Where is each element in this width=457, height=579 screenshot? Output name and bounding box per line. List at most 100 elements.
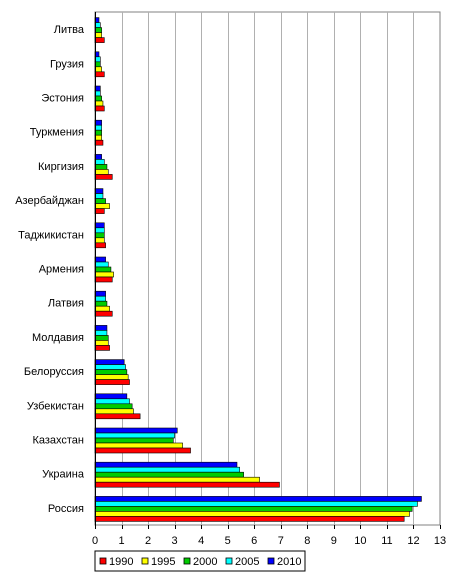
bar-2010	[94, 325, 108, 331]
category-label: Азербайджан	[15, 195, 84, 207]
bar-2005	[94, 364, 126, 370]
category-label: Армения	[39, 264, 84, 276]
bar-1990	[94, 516, 405, 522]
bar-1990	[94, 481, 280, 488]
x-tick-label: 8	[304, 535, 310, 547]
bar-1995	[94, 237, 105, 244]
bar-2005	[94, 330, 108, 336]
x-tick-label: 11	[381, 535, 392, 547]
bar-1995	[94, 340, 109, 346]
bar-2005	[94, 432, 175, 439]
x-tick-label: 13	[434, 535, 446, 547]
category-label: Молдавия	[32, 332, 84, 344]
legend-label-2000: 2000	[193, 556, 217, 568]
category-label: Литва	[54, 24, 85, 36]
bar-2010	[94, 290, 106, 297]
bar-2000	[94, 164, 108, 170]
bar-2000	[94, 266, 112, 273]
x-tick-label: 4	[198, 535, 204, 547]
category-labels: Литва Грузия Эстония Туркмения Киргизия Азерб…	[15, 24, 85, 515]
bar-1995	[94, 271, 114, 278]
category-label: Таджикистан	[18, 229, 84, 241]
bar-2005	[94, 466, 240, 473]
bar-1995	[94, 476, 260, 483]
x-tick-label: 1	[118, 535, 124, 547]
bar-1995	[94, 374, 129, 380]
bar-2005	[94, 193, 104, 199]
bar-1990	[94, 37, 105, 43]
bar-2005	[94, 261, 109, 268]
category-label: Украина	[42, 469, 85, 481]
x-tick-label: 6	[251, 535, 257, 547]
bar-2000	[94, 300, 108, 307]
legend-swatch-2005	[225, 557, 233, 565]
bar-1995	[94, 203, 110, 209]
x-tick-label: 3	[172, 535, 178, 547]
category-label: Латвия	[48, 298, 84, 310]
bar-2000	[94, 232, 105, 239]
bar-2010	[94, 427, 178, 434]
category-label: Киргизия	[38, 161, 84, 173]
bar-1995	[94, 408, 134, 415]
bar-1995	[94, 100, 104, 107]
bar-1995	[94, 305, 110, 312]
x-tick-label: 0	[92, 535, 98, 547]
bar-2000	[94, 506, 413, 512]
bars	[94, 17, 422, 522]
bar-1990	[94, 345, 110, 351]
bar-2000	[94, 437, 174, 444]
bar-1990	[94, 379, 130, 385]
legend-swatch-1990	[99, 557, 107, 565]
legend-swatch-2000	[183, 557, 191, 565]
category-label: Туркмения	[30, 127, 84, 139]
bar-1990	[94, 105, 105, 112]
bar-2000	[94, 369, 128, 375]
x-axis-ticks: 0 1 2 3 4 5 6 7 8 9 10 11 12 13	[92, 12, 446, 547]
legend-box	[94, 550, 306, 572]
bar-1990	[94, 413, 141, 420]
bar-2005	[94, 398, 130, 405]
bar-2005	[94, 501, 418, 507]
category-label: Грузия	[50, 58, 84, 70]
x-tick-label: 10	[354, 535, 366, 547]
category-label: Узбекистан	[27, 400, 84, 412]
bar-1990	[94, 447, 191, 454]
bar-2010	[94, 393, 128, 400]
legend: 1990 1995 2000 2005 2010	[94, 550, 306, 572]
bar-1990	[94, 276, 113, 283]
bar-2010	[94, 222, 105, 229]
bar-1990	[94, 242, 106, 249]
category-label: Белоруссия	[24, 366, 84, 378]
bar-1990	[94, 208, 105, 214]
bar-2010	[94, 496, 422, 502]
bar-2010	[94, 188, 104, 194]
legend-label-2005: 2005	[235, 556, 259, 568]
x-tick-label: 5	[225, 535, 231, 547]
bar-1995	[94, 442, 183, 449]
bar-2010	[94, 256, 106, 263]
bar-1990	[94, 310, 113, 317]
category-label: Россия	[48, 503, 84, 515]
bar-2005	[94, 227, 105, 234]
bar-2005	[94, 159, 105, 165]
legend-label-1990: 1990	[109, 556, 133, 568]
bar-2010	[94, 359, 125, 365]
bar-1995	[94, 169, 109, 175]
bar-1990	[94, 139, 104, 146]
x-tick-label: 2	[145, 535, 151, 547]
bar-2000	[94, 335, 109, 341]
bar-1995	[94, 511, 410, 517]
legend-swatch-1995	[141, 557, 149, 565]
bar-2000	[94, 403, 133, 410]
x-tick-label: 9	[331, 535, 337, 547]
bar-2000	[94, 198, 106, 204]
bar-1990	[94, 71, 105, 78]
legend-swatch-2010	[267, 557, 275, 565]
x-tick-label: 7	[278, 535, 284, 547]
bar-2005	[94, 295, 106, 302]
category-label: Казахстан	[32, 435, 84, 447]
x-tick-label: 12	[407, 535, 419, 547]
bar-2010	[94, 461, 238, 468]
